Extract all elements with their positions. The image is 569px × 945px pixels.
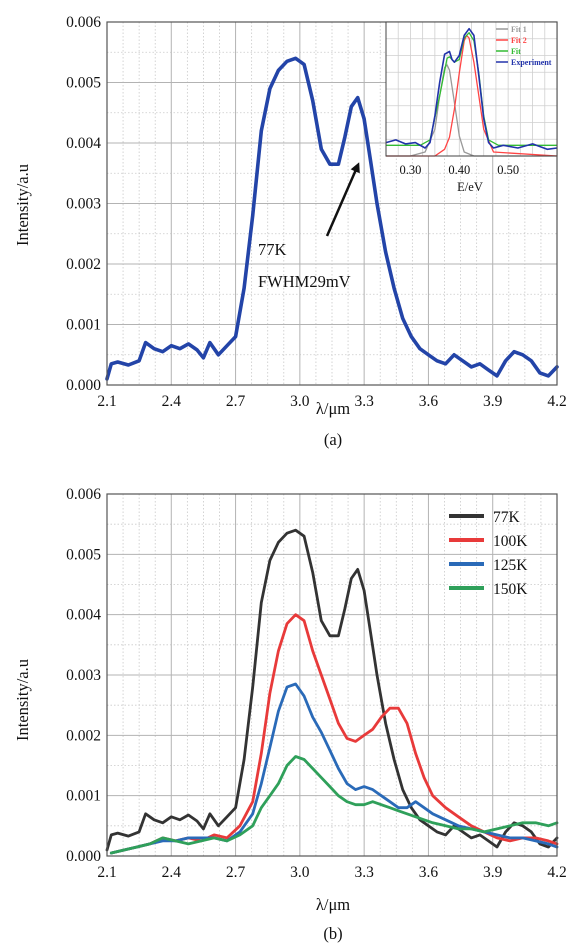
y-tick-label: 0.006 bbox=[66, 486, 101, 503]
x-tick-label: 2.4 bbox=[162, 864, 182, 881]
panel-a-annotation-arrow bbox=[325, 162, 360, 237]
inset-grid bbox=[385, 22, 558, 156]
series-line-77k bbox=[105, 528, 559, 852]
inset-x-axis-title: E/eV bbox=[457, 180, 483, 194]
legend-label-125k: 125K bbox=[493, 557, 528, 574]
plot-frame bbox=[106, 493, 558, 857]
panel-a-x-axis-title: λ/μm bbox=[316, 399, 350, 418]
inset-legend-label: Experiment bbox=[511, 58, 552, 67]
x-tick-label: 3.3 bbox=[354, 393, 374, 410]
panel-a-y-axis-title: Intensity/a.u bbox=[13, 164, 32, 246]
y-tick-label: 0.003 bbox=[66, 667, 101, 684]
inset-x-ticks: 0.30 0.40 0.50 bbox=[399, 163, 519, 177]
x-tick-label: 3.9 bbox=[483, 864, 503, 881]
series-line-150k bbox=[109, 755, 559, 855]
inset-series-fit-2 bbox=[386, 34, 558, 157]
y-tick-label: 0.005 bbox=[66, 546, 101, 563]
inset-series-fit-1 bbox=[386, 64, 557, 157]
inset-x-tick-label: 0.40 bbox=[448, 163, 470, 177]
inset-legend-label: Fit bbox=[511, 47, 521, 56]
inset-legend-label: Fit 1 bbox=[511, 25, 527, 34]
panel-a-caption: (a) bbox=[324, 430, 342, 449]
x-tick-label: 3.6 bbox=[419, 393, 439, 410]
y-tick-label: 0.002 bbox=[66, 256, 101, 273]
panel-b-x-axis-title: λ/μm bbox=[316, 895, 350, 914]
inset-x-tick-label: 0.50 bbox=[497, 163, 519, 177]
x-tick-label: 3.9 bbox=[483, 393, 503, 410]
y-tick-label: 0.001 bbox=[66, 317, 101, 334]
panel-a-y-ticks: 0.000 0.001 0.002 0.003 0.004 0.005 0.006 bbox=[66, 14, 101, 394]
panel-a-chart: 2.1 2.4 2.7 3.0 3.3 3.6 3.9 4.2 0.000 0.001 0.002… bbox=[13, 14, 567, 449]
y-tick-label: 0.003 bbox=[66, 196, 101, 213]
panel-b-legend: 77K 100K 125K 150K bbox=[449, 509, 528, 598]
inset-legend: Fit 1 Fit 2 Fit Experiment bbox=[496, 25, 552, 67]
y-tick-label: 0.000 bbox=[66, 848, 101, 865]
inset-x-tick-label: 0.30 bbox=[399, 163, 421, 177]
panel-b-x-ticks: 2.1 2.4 2.7 3.0 3.3 3.6 3.9 4.2 bbox=[97, 864, 566, 881]
x-tick-label: 2.1 bbox=[97, 864, 116, 881]
series-line-100k bbox=[109, 613, 559, 855]
panel-b-frame bbox=[106, 493, 558, 857]
panel-b-y-ticks: 0.000 0.001 0.002 0.003 0.004 0.005 0.006 bbox=[66, 486, 101, 865]
legend-label-77k: 77K bbox=[493, 509, 521, 526]
x-tick-label: 3.6 bbox=[419, 864, 439, 881]
panel-a-series bbox=[105, 56, 559, 381]
series-line-intensity bbox=[105, 56, 559, 381]
legend-label-150k: 150K bbox=[493, 581, 528, 598]
panel-a-frame bbox=[106, 21, 558, 386]
inset-legend-label: Fit 2 bbox=[511, 36, 527, 45]
inset-series bbox=[385, 27, 558, 157]
y-tick-label: 0.004 bbox=[66, 607, 101, 624]
y-tick-label: 0.000 bbox=[66, 377, 101, 394]
panel-b-chart: 2.1 2.4 2.7 3.0 3.3 3.6 3.9 4.2 0.000 0.001 0.002… bbox=[13, 486, 567, 943]
inset-frame bbox=[385, 21, 558, 157]
panel-a-annotation-line-2: FWHM29mV bbox=[258, 272, 351, 291]
x-tick-label: 2.1 bbox=[97, 393, 116, 410]
y-tick-label: 0.001 bbox=[66, 788, 101, 805]
panel-b-series bbox=[105, 528, 559, 855]
panel-a-x-ticks: 2.1 2.4 2.7 3.0 3.3 3.6 3.9 4.2 bbox=[97, 393, 566, 410]
x-tick-label: 3.0 bbox=[290, 864, 310, 881]
y-tick-label: 0.005 bbox=[66, 75, 101, 92]
x-tick-label: 4.2 bbox=[547, 864, 566, 881]
plot-frame bbox=[106, 21, 558, 386]
panel-a-inset-chart: 0.30 0.40 0.50 E/eV Fit 1 Fit 2 Fit Experimen… bbox=[385, 21, 558, 194]
y-tick-label: 0.002 bbox=[66, 727, 101, 744]
x-tick-label: 4.2 bbox=[547, 393, 566, 410]
x-tick-label: 2.7 bbox=[226, 864, 246, 881]
y-tick-label: 0.004 bbox=[66, 135, 101, 152]
panel-b-y-axis-title: Intensity/a.u bbox=[13, 659, 32, 741]
inset-series-experiment bbox=[385, 27, 558, 151]
x-tick-label: 2.7 bbox=[226, 393, 246, 410]
legend-label-100k: 100K bbox=[493, 533, 528, 550]
panel-a-annotation-line-1: 77K bbox=[258, 240, 287, 259]
y-tick-label: 0.006 bbox=[66, 14, 101, 31]
panel-b-caption: (b) bbox=[323, 924, 342, 943]
x-tick-label: 3.0 bbox=[290, 393, 310, 410]
x-tick-label: 2.4 bbox=[162, 393, 182, 410]
panel-b-grid bbox=[106, 493, 558, 857]
x-tick-label: 3.3 bbox=[354, 864, 374, 881]
